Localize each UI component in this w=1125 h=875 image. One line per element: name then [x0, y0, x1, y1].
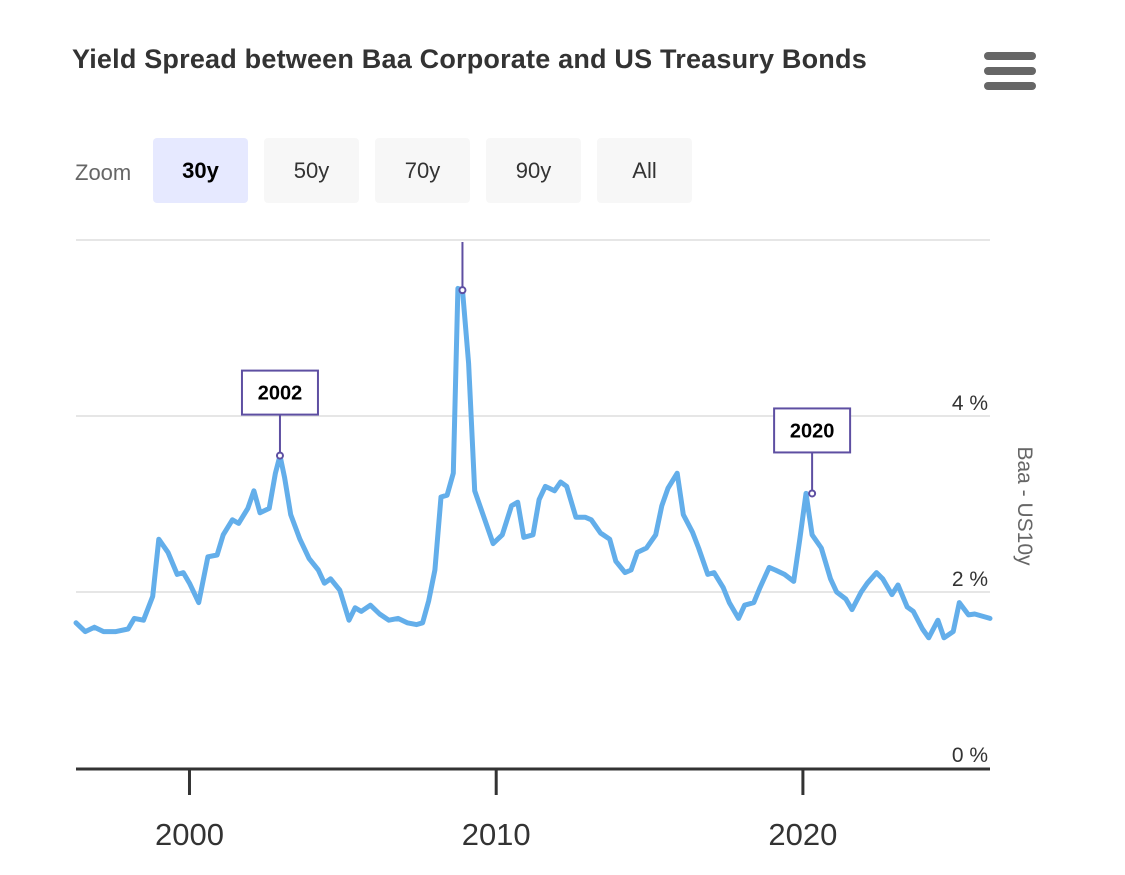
y-tick-label: 4 %: [952, 392, 988, 415]
x-tick-label: 2000: [155, 817, 224, 852]
y-tick-label: 2 %: [952, 568, 988, 591]
annotation-point: [275, 451, 284, 460]
x-tick-label: 2020: [768, 817, 837, 852]
series-line: [73, 285, 993, 641]
zoom-label: Zoom: [75, 160, 132, 185]
annotation-point: [808, 489, 817, 498]
annotation-point: [458, 286, 467, 295]
zoom-30y-button[interactable]: 30y: [153, 138, 248, 203]
annotation-box: [240, 369, 319, 416]
menu-bar: [984, 82, 1036, 90]
zoom-50y-button[interactable]: 50y: [264, 138, 359, 203]
annotation-label: 2002: [258, 383, 303, 405]
zoom-90y-button[interactable]: 90y: [486, 138, 581, 203]
chart-title: Yield Spread between Baa Corporate and U…: [72, 44, 867, 74]
y-tick-label: 0 %: [952, 744, 988, 767]
hamburger-menu-icon[interactable]: [984, 50, 1038, 92]
zoom-all-button[interactable]: All: [597, 138, 692, 203]
menu-bar: [984, 52, 1036, 60]
y-axis-title: Baa - US10y: [1013, 446, 1036, 566]
zoom-70y-button[interactable]: 70y: [375, 138, 470, 203]
annotation-label: 2020: [790, 420, 835, 442]
x-tick-label: 2010: [462, 817, 531, 852]
menu-bar: [984, 67, 1036, 75]
annotation-box: [773, 407, 852, 454]
